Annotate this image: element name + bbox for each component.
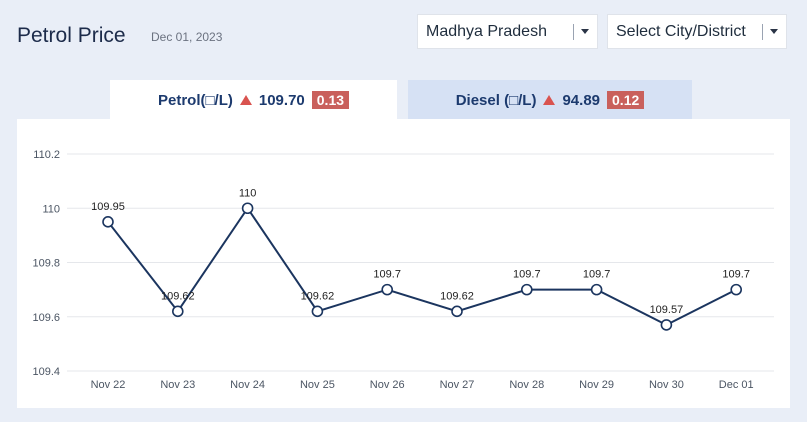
y-tick-label: 109.6 [32,312,60,324]
tab-price: 109.70 [258,91,305,109]
data-label: 109.7 [722,269,750,281]
price-line-chart: 109.4 109.6 109.8 110 110.2 Nov 22 Nov 23 Nov 2… [32,149,774,391]
data-label: 109.62 [161,290,195,302]
data-point [381,283,394,296]
data-point [590,283,603,296]
x-tick-label: Dec 01 [719,379,754,391]
chevron-down-icon [770,29,778,34]
dropdown-separator [573,23,574,40]
data-point [311,305,324,318]
x-tick-label: Nov 25 [300,379,335,391]
data-point [241,202,254,215]
y-tick-label: 110.2 [33,149,60,161]
data-label: 109.62 [440,290,474,302]
x-tick-label: Nov 24 [230,379,265,391]
series-line [107,206,737,327]
x-tick-label: Nov 28 [509,379,544,391]
data-point [102,216,114,228]
chevron-down-icon [581,29,589,34]
data-label: 110 [239,187,257,199]
data-label: 109.7 [373,269,401,281]
x-tick-label: Nov 27 [440,379,475,391]
city-dropdown-value: Select City/District [616,22,746,40]
y-tick-label: 109.4 [32,366,60,378]
dropdown-separator [762,23,763,40]
data-point [172,305,184,318]
data-point [730,283,743,296]
x-tick-label: Nov 23 [160,379,195,391]
data-point [520,283,533,296]
x-tick-label: Nov 26 [370,379,405,391]
data-label: 109.95 [91,201,125,213]
city-dropdown[interactable]: Select City/District [607,14,787,49]
state-dropdown-value: Madhya Pradesh [426,22,547,40]
chart-panel [17,119,790,408]
data-point [451,305,463,318]
tab-fuel-label: Petrol(□/L) [157,91,233,109]
state-dropdown[interactable]: Madhya Pradesh [417,14,598,49]
data-label: 109.7 [583,269,611,281]
x-tick-label: Nov 30 [649,379,684,391]
y-tick-label: 110 [42,203,60,215]
price-date: Dec 01, 2023 [151,30,223,44]
x-tick-label: Nov 29 [579,379,614,391]
tab-diesel[interactable]: Diesel (□/L) 94.89 0.12 [408,80,692,120]
y-tick-label: 109.8 [32,258,60,270]
data-label: 109.57 [650,304,684,316]
tab-fuel-label: Diesel (□/L) [455,91,537,109]
tab-price: 94.89 [562,91,601,109]
page-title: Petrol Price [17,24,126,47]
x-tick-label: Nov 22 [91,379,126,391]
up-triangle-icon [543,95,556,105]
data-label: 109.62 [301,290,335,302]
data-label: 109.7 [513,269,541,281]
price-change-badge: 0.12 [607,91,645,109]
data-point [660,319,673,331]
up-triangle-icon [239,95,252,105]
price-change-badge: 0.13 [311,91,350,109]
tab-petrol[interactable]: Petrol(□/L) 109.70 0.13 [110,80,397,120]
